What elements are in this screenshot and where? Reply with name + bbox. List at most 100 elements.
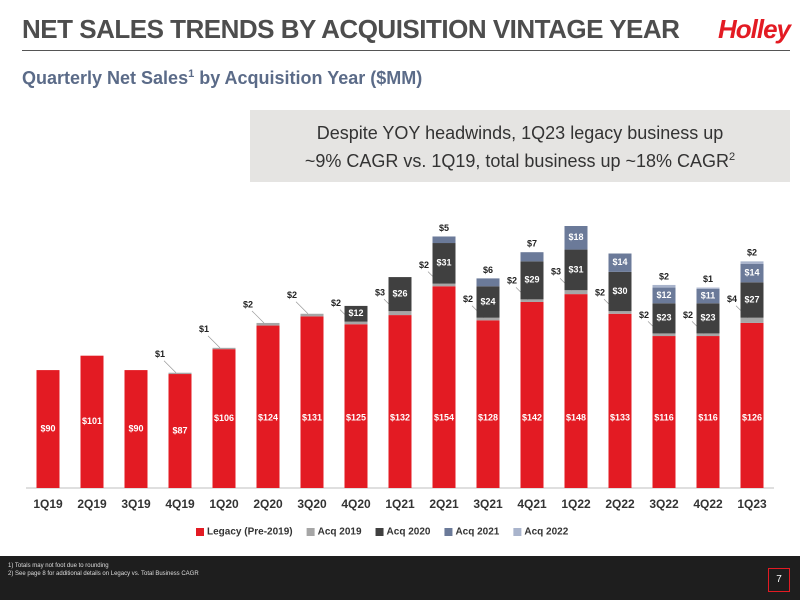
callout-text: ~9% CAGR vs. 1Q19, total business up ~18… <box>304 151 730 171</box>
data-label: $131 <box>302 412 322 422</box>
bar-segment <box>696 336 720 488</box>
bar-segment <box>564 294 588 488</box>
bar-segment <box>432 236 456 244</box>
x-tick-label: 4Q22 <box>693 497 723 511</box>
data-label: $31 <box>568 264 583 274</box>
bar-segment <box>520 301 544 488</box>
x-tick-label: 1Q19 <box>33 497 63 511</box>
data-label: $6 <box>483 265 493 275</box>
bar-segment <box>520 252 544 262</box>
bar-segment <box>652 284 676 288</box>
bar-segment <box>476 317 500 321</box>
bar-segment <box>300 313 324 317</box>
bar-segment <box>388 311 412 316</box>
data-label: $2 <box>463 294 473 304</box>
chart: 1Q19 $90 2Q19 $101 3Q19 $90 4Q19 $87 $1 1Q20 $106 $… <box>26 223 774 538</box>
bar-segment <box>652 336 676 488</box>
x-tick-label: 4Q20 <box>341 497 371 511</box>
data-label: $2 <box>507 276 517 286</box>
bar-segment <box>432 286 456 488</box>
bar-segment <box>432 283 456 287</box>
bar-segment <box>124 370 148 488</box>
slide-title: NET SALES TRENDS BY ACQUISITION VINTAGE … <box>22 14 680 44</box>
data-label: $7 <box>527 239 537 249</box>
data-label: $27 <box>744 294 759 304</box>
x-tick-label: 4Q19 <box>165 497 195 511</box>
data-label: $2 <box>747 248 757 258</box>
data-label: $133 <box>610 412 630 422</box>
data-label: $116 <box>654 412 674 422</box>
legend-swatch <box>306 528 315 536</box>
legend-swatch <box>513 528 522 536</box>
data-label: $90 <box>40 423 55 433</box>
bar-segment <box>80 355 104 488</box>
bar-segment <box>608 271 632 312</box>
leader-line <box>251 310 265 324</box>
x-tick-label: 2Q19 <box>77 497 107 511</box>
x-tick-label: 2Q22 <box>605 497 635 511</box>
data-label: $2 <box>595 288 605 298</box>
bar-segment <box>740 282 764 318</box>
x-tick-label: 1Q21 <box>385 497 415 511</box>
data-label: $148 <box>566 412 586 422</box>
bar-segment <box>608 253 632 272</box>
data-label: $11 <box>701 290 716 300</box>
data-label: $1 <box>703 274 713 284</box>
x-tick-label: 1Q20 <box>209 497 239 511</box>
bar-segment <box>564 249 588 291</box>
bar-segment <box>696 287 720 289</box>
data-label: $5 <box>439 223 449 233</box>
bar-segment <box>652 287 676 304</box>
data-label: $1 <box>199 324 209 334</box>
subtitle: Quarterly Net Sales1 by Acquisition Year… <box>22 68 422 89</box>
bar-segment <box>476 278 500 287</box>
data-label: $125 <box>346 412 366 422</box>
bar-segment <box>696 303 720 334</box>
bar-segment <box>256 325 280 488</box>
bar-segment <box>256 322 280 326</box>
bar-segment <box>344 305 368 322</box>
subtitle-text: Quarterly Net Sales <box>22 68 189 88</box>
bar-segment <box>564 290 588 295</box>
data-label: $87 <box>172 425 187 435</box>
data-label: $124 <box>258 412 278 422</box>
data-label: $12 <box>656 290 671 300</box>
legend-swatch <box>375 528 384 536</box>
data-label: $31 <box>436 258 451 268</box>
footer: 1) Totals may not foot due to rounding 2… <box>0 556 800 600</box>
data-label: $128 <box>478 412 498 422</box>
data-label: $3 <box>551 267 561 277</box>
legend-label: Legacy (Pre-2019) <box>207 527 293 538</box>
data-label: $29 <box>524 275 539 285</box>
x-tick-label: 3Q21 <box>473 497 503 511</box>
data-label: $101 <box>82 416 102 426</box>
bar-segment <box>168 374 192 488</box>
data-label: $2 <box>683 310 693 320</box>
x-tick-label: 1Q23 <box>737 497 767 511</box>
leader-line <box>295 301 309 315</box>
bar-segment <box>168 372 192 375</box>
data-label: $2 <box>659 271 669 281</box>
data-label: $2 <box>639 310 649 320</box>
data-label: $24 <box>480 296 495 306</box>
data-label: $30 <box>612 286 627 296</box>
x-tick-label: 3Q22 <box>649 497 679 511</box>
data-label: $126 <box>742 412 762 422</box>
bar-segment <box>432 243 456 284</box>
callout-text: Despite YOY headwinds, 1Q23 legacy busin… <box>316 123 724 143</box>
data-label: $14 <box>612 257 627 267</box>
bar-segment <box>608 313 632 488</box>
legend-swatch <box>444 528 453 536</box>
footnote: 2) See page 8 for additional details on … <box>8 571 199 577</box>
data-label: $2 <box>287 290 297 300</box>
bar-segment <box>696 333 720 337</box>
data-label: $132 <box>390 412 410 422</box>
bar-segment <box>476 286 500 318</box>
bar-segment <box>388 277 412 312</box>
bar-segment <box>564 226 588 250</box>
logo: Holley <box>717 14 791 44</box>
x-tick-label: 4Q21 <box>517 497 547 511</box>
page-number: 7 <box>768 568 790 592</box>
x-tick-label: 2Q21 <box>429 497 459 511</box>
